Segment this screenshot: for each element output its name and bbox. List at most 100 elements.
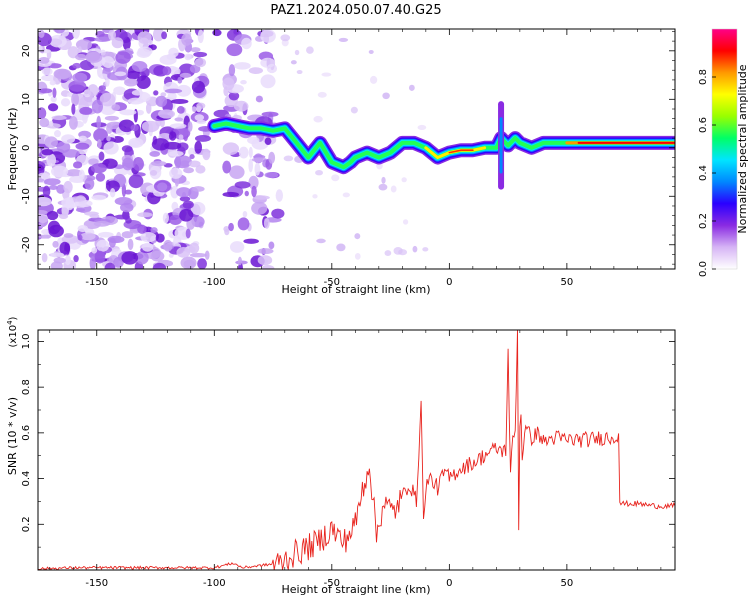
noise-blob [101,56,115,68]
snr-x-ticks: -150 -100 -50 0 50 [49,330,662,589]
noise-blob [93,220,110,227]
noise-blob [257,248,274,255]
noise-blob [191,106,197,113]
noise-blob [95,172,106,182]
x-tick-label: 0 [446,277,452,288]
noise-blob [222,160,232,174]
noise-blob [152,262,167,269]
noise-blob [152,29,164,42]
noise-blob [48,224,64,238]
noise-blob [176,247,191,258]
noise-blob [412,245,418,253]
noise-blob [233,100,249,112]
noise-blob [94,250,106,264]
noise-blob [306,46,314,54]
noise-blob [68,115,78,130]
spectrogram-ridge [207,101,675,190]
spectrogram-y-label: Frequency (Hz) [6,108,19,191]
noise-blob [228,222,234,232]
noise-blob [168,252,174,258]
noise-blob [194,57,207,68]
noise-blob [63,180,73,194]
noise-blob [248,67,264,75]
noise-blob [126,70,140,80]
noise-blob [422,247,429,252]
noise-blob [212,29,222,37]
snr-scale-label: (x104) [6,316,19,347]
noise-blob [68,80,87,92]
noise-blob [264,172,279,178]
noise-blob [241,37,252,50]
noise-blob [188,147,196,157]
noise-blob [350,106,358,114]
noise-blob [158,109,176,119]
noise-blob [103,141,119,155]
noise-blob [48,184,58,191]
noise-blob [153,90,159,96]
noise-blob [237,256,242,266]
noise-blob [240,79,247,85]
noise-blob [38,234,52,239]
noise-blob [248,146,253,159]
noise-blob [49,80,56,86]
snr-frame [37,329,676,571]
noise-blob [97,65,103,78]
noise-blob [331,174,340,182]
y-tick-label: 0.8 [21,379,32,395]
noise-blob [196,119,207,125]
noise-blob [71,92,80,107]
noise-blob [172,126,191,140]
noise-blob [296,69,303,75]
noise-blob [113,256,124,268]
noise-blob [105,180,120,193]
noise-blob [264,137,272,145]
noise-blob [41,252,48,263]
noise-blob [80,232,96,241]
noise-blob [97,139,102,149]
noise-blob [182,200,194,209]
colorbar-tick-label: 0.6 [698,117,709,133]
noise-blob [170,99,189,105]
noise-blob [49,34,67,48]
noise-blob [72,72,88,83]
noise-blob [91,247,98,254]
noise-blob [108,29,116,41]
noise-blob [160,92,167,97]
noise-blob [52,87,57,98]
noise-blob [94,36,112,42]
noise-blob [192,186,205,192]
noise-blob [312,194,318,199]
noise-blob [251,185,257,198]
noise-blob [50,95,57,103]
noise-blob [180,256,197,269]
y-tick-label: 1.0 [21,333,32,349]
noise-blob [177,76,183,84]
noise-blob [315,169,323,176]
noise-blob [104,115,119,121]
x-tick-label: -100 [203,578,226,589]
noise-blob [131,89,144,96]
noise-blob [244,190,249,197]
noise-blob [54,29,65,34]
x-tick-label: 0 [446,578,452,589]
noise-blob [222,142,240,156]
noise-blob [59,241,71,255]
y-tick-label: -10 [21,188,32,204]
noise-blob [73,255,79,263]
noise-blob [189,154,195,160]
noise-blob [169,123,187,129]
noise-blob [149,169,158,176]
noise-blob [122,36,131,51]
noise-blob [338,37,349,43]
noise-blob [163,239,173,252]
spectrogram-x-ticks: -150 -100 -50 0 50 [49,29,662,288]
noise-blob [75,53,87,61]
noise-blob [261,111,279,117]
noise-blob [38,29,45,38]
noise-blob [190,201,206,216]
noise-blob [54,130,61,138]
noise-blob [401,177,407,183]
noise-blob [408,84,415,91]
noise-blob [168,131,177,141]
noise-blob [226,43,243,57]
